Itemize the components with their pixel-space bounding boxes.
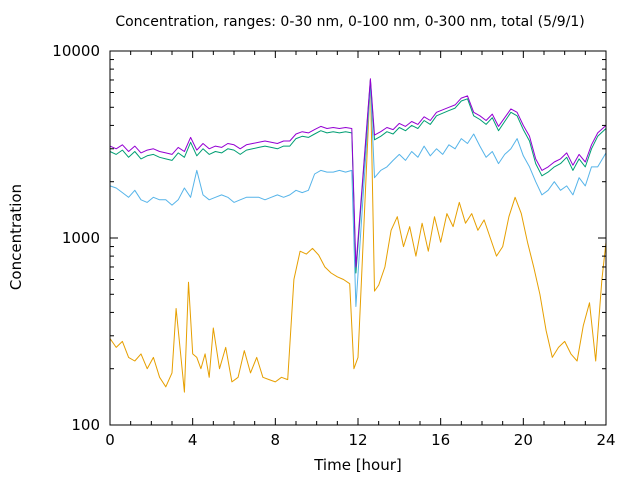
x-tick-label: 4 <box>188 431 198 449</box>
series-line-1 <box>109 79 607 393</box>
x-tick-label: 12 <box>348 431 367 449</box>
plot-frame <box>109 50 607 426</box>
x-tick-label: 16 <box>431 431 450 449</box>
x-tick-label: 20 <box>514 431 533 449</box>
x-tick-label: 24 <box>596 431 615 449</box>
x-tick-label: 8 <box>271 431 281 449</box>
y-tick-label: 1000 <box>62 229 100 247</box>
chart-title: Concentration, ranges: 0-30 nm, 0-100 nm… <box>115 14 585 30</box>
series-layer <box>109 78 607 393</box>
series-line-2 <box>109 84 607 307</box>
x-axis-label: Time [hour] <box>314 456 402 474</box>
y-tick-label: 100 <box>71 416 100 434</box>
series-line-4 <box>109 78 607 268</box>
tick-layer: 0 4 8 12 16 20 24 100 1000 10000 <box>52 42 615 449</box>
y-tick-label: 10000 <box>52 42 100 60</box>
x-tick-label: 0 <box>105 431 115 449</box>
